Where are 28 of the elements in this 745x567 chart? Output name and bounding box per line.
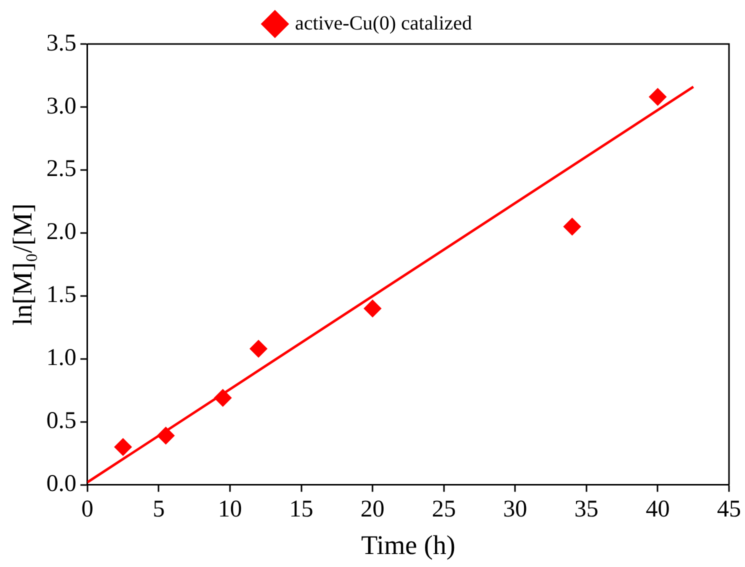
- x-tick-label: 30: [503, 496, 528, 522]
- x-tick-label: 45: [717, 496, 741, 522]
- x-tick-label: 35: [574, 496, 598, 522]
- y-tick-label: 3.5: [46, 30, 76, 56]
- y-tick-label: 3.0: [46, 93, 76, 120]
- point: [114, 438, 132, 456]
- y-tick-label: 0.5: [46, 408, 76, 434]
- point: [364, 299, 382, 318]
- x-tick-label: 25: [432, 496, 456, 522]
- x-tick-label: 40: [646, 496, 670, 522]
- x-tick-label: 20: [360, 496, 385, 522]
- y-axis-title: ln[M]₀/[M]: [7, 203, 38, 326]
- x-tick-label: 15: [289, 496, 314, 522]
- x-tick-label: 5: [152, 496, 165, 522]
- x-tick-label: 0: [81, 496, 94, 522]
- y-tick-label: 1.0: [46, 345, 76, 372]
- y-tick-label: 1.5: [46, 282, 76, 308]
- y-tick-label: 2.5: [46, 156, 76, 182]
- point: [214, 388, 232, 407]
- y-tick-label: 0.0: [46, 471, 76, 498]
- point: [249, 340, 268, 358]
- point: [648, 88, 667, 106]
- point: [156, 426, 175, 445]
- legend-label: active-Cu(0) catalized: [294, 12, 472, 34]
- x-axis-title: Time (h): [361, 530, 456, 560]
- x-tick-label: 10: [218, 496, 242, 522]
- y-tick-label: 2.0: [46, 219, 76, 246]
- point: [563, 218, 582, 236]
